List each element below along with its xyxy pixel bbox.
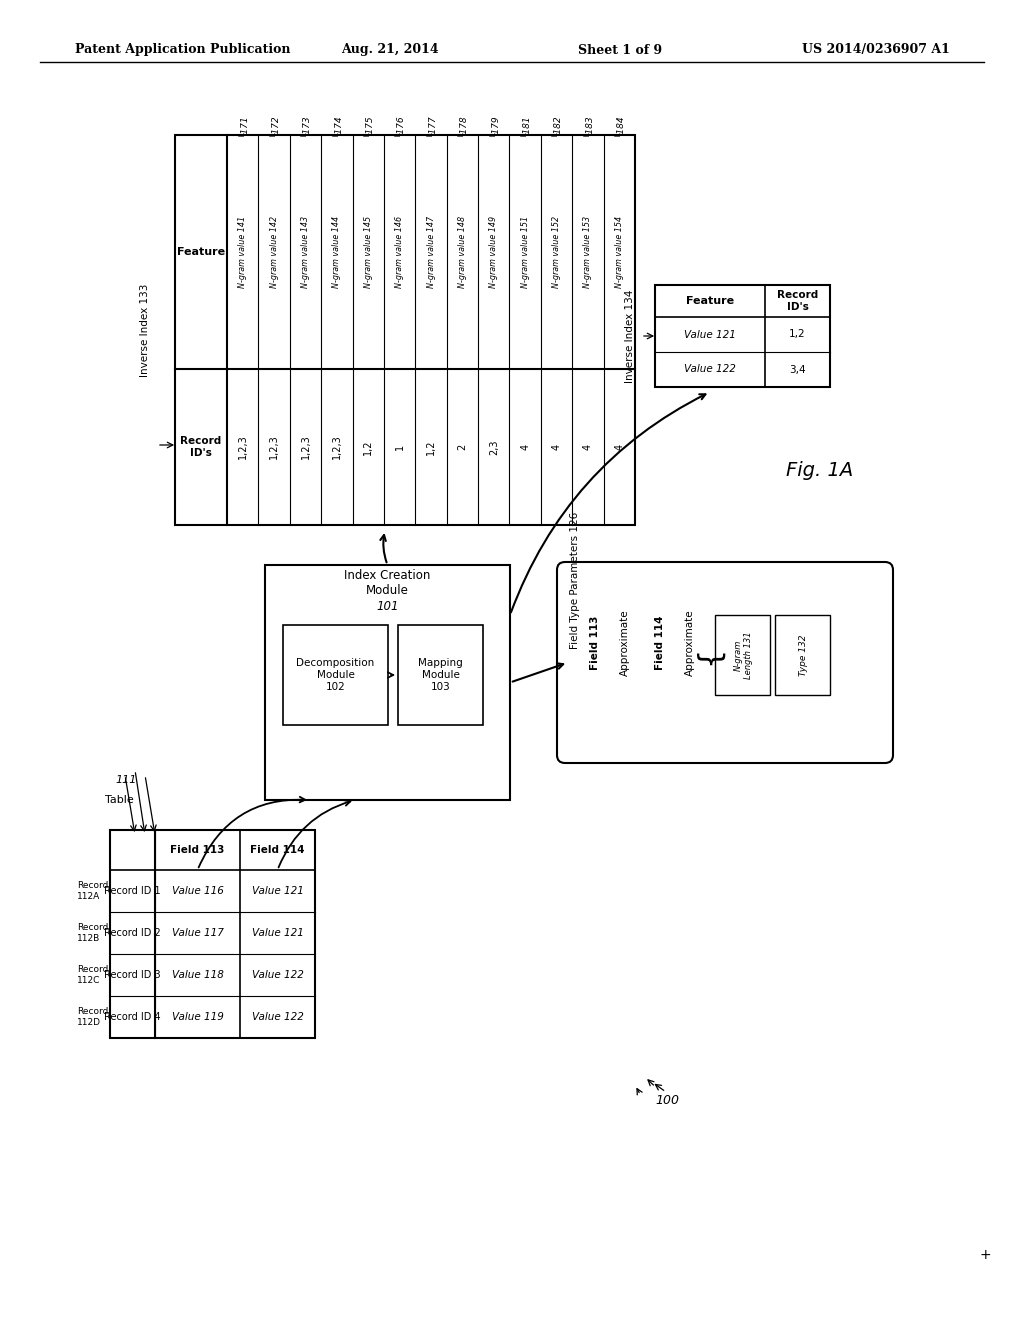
- Bar: [775, 615, 830, 696]
- Text: Field 113: Field 113: [170, 845, 224, 855]
- Text: N-gram value 154: N-gram value 154: [614, 216, 624, 288]
- Text: 1,2,3: 1,2,3: [269, 434, 280, 459]
- Text: 1: 1: [394, 444, 404, 450]
- Text: └175: └175: [364, 114, 373, 136]
- Text: 2: 2: [458, 444, 467, 450]
- Bar: [155, 830, 315, 1038]
- Bar: [265, 565, 510, 800]
- Bar: [175, 135, 635, 525]
- Text: N-gram value 141: N-gram value 141: [239, 216, 247, 288]
- Text: Value 117: Value 117: [172, 928, 223, 939]
- Text: └184: └184: [614, 114, 624, 136]
- Bar: [655, 285, 830, 387]
- Bar: [398, 624, 483, 725]
- Text: Record
ID's: Record ID's: [180, 436, 221, 458]
- Text: 111: 111: [115, 775, 136, 785]
- Text: US 2014/0236907 A1: US 2014/0236907 A1: [802, 44, 950, 57]
- Text: └179: └179: [489, 114, 499, 136]
- Text: Field Type Parameters 126: Field Type Parameters 126: [570, 511, 580, 648]
- Text: 1,2,3: 1,2,3: [300, 434, 310, 459]
- Text: Approximate: Approximate: [620, 610, 630, 676]
- Text: 2,3: 2,3: [488, 440, 499, 455]
- Text: Value 122: Value 122: [252, 1012, 303, 1022]
- FancyBboxPatch shape: [557, 562, 893, 763]
- Text: N-gram value 149: N-gram value 149: [489, 216, 499, 288]
- Text: Field 113: Field 113: [590, 615, 600, 669]
- Text: Record
112C: Record 112C: [77, 965, 109, 985]
- Text: └172: └172: [269, 114, 279, 136]
- Text: 100: 100: [655, 1093, 679, 1106]
- Text: N-gram value 152: N-gram value 152: [552, 216, 561, 288]
- Text: Feature: Feature: [177, 247, 225, 257]
- Text: 1,2,3: 1,2,3: [332, 434, 342, 459]
- Text: 4: 4: [583, 444, 593, 450]
- Text: Fig. 1A: Fig. 1A: [786, 461, 854, 479]
- Bar: [283, 624, 388, 725]
- Text: Record ID 1: Record ID 1: [104, 886, 161, 896]
- Text: 1,2: 1,2: [426, 440, 436, 455]
- Text: └182: └182: [552, 114, 561, 136]
- Text: Inverse Index 134: Inverse Index 134: [625, 289, 635, 383]
- Text: 4: 4: [552, 444, 561, 450]
- Text: └183: └183: [584, 114, 593, 136]
- Bar: [110, 830, 155, 1038]
- Text: Record ID 4: Record ID 4: [104, 1012, 161, 1022]
- Text: └173: └173: [301, 114, 310, 136]
- Text: Value 116: Value 116: [172, 886, 223, 896]
- Text: Record
ID's: Record ID's: [777, 290, 818, 312]
- Text: Value 122: Value 122: [684, 364, 736, 375]
- Text: Field 114: Field 114: [655, 615, 665, 669]
- Text: Value 121: Value 121: [252, 928, 303, 939]
- Text: N-gram value 148: N-gram value 148: [458, 216, 467, 288]
- Text: 3,4: 3,4: [790, 364, 806, 375]
- Text: N-gram value 147: N-gram value 147: [427, 216, 435, 288]
- Text: N-gram value 143: N-gram value 143: [301, 216, 310, 288]
- Text: Record
112A: Record 112A: [77, 882, 109, 900]
- Text: 101: 101: [376, 601, 398, 614]
- Text: 4: 4: [614, 444, 625, 450]
- Text: N-gram value 151: N-gram value 151: [520, 216, 529, 288]
- Text: └177: └177: [427, 114, 435, 136]
- Text: Patent Application Publication: Patent Application Publication: [75, 44, 291, 57]
- Text: Record
112B: Record 112B: [77, 923, 109, 942]
- Text: Table: Table: [105, 795, 134, 805]
- Text: Approximate: Approximate: [685, 610, 695, 676]
- Text: └178: └178: [458, 114, 467, 136]
- Text: {: {: [693, 645, 723, 665]
- Text: Value 121: Value 121: [252, 886, 303, 896]
- Text: N-gram
Length 131: N-gram Length 131: [733, 631, 753, 678]
- Text: N-gram value 153: N-gram value 153: [584, 216, 593, 288]
- Text: └181: └181: [520, 114, 529, 136]
- Text: Field 114: Field 114: [250, 845, 305, 855]
- Text: Mapping
Module
103: Mapping Module 103: [418, 659, 463, 692]
- Text: Value 119: Value 119: [172, 1012, 223, 1022]
- Text: Record ID 3: Record ID 3: [104, 970, 161, 979]
- Text: Inverse Index 133: Inverse Index 133: [140, 284, 150, 376]
- Text: └171: └171: [239, 114, 247, 136]
- Text: +: +: [979, 1247, 991, 1262]
- Text: N-gram value 145: N-gram value 145: [364, 216, 373, 288]
- Text: N-gram value 142: N-gram value 142: [269, 216, 279, 288]
- Text: └174: └174: [333, 114, 341, 136]
- Text: 4: 4: [520, 444, 530, 450]
- Text: 1,2: 1,2: [364, 440, 373, 455]
- Text: 1,2,3: 1,2,3: [238, 434, 248, 459]
- Text: Index Creation
Module: Index Creation Module: [344, 569, 431, 597]
- Text: Feature: Feature: [686, 296, 734, 306]
- Text: Decomposition
Module
102: Decomposition Module 102: [296, 659, 375, 692]
- Bar: [715, 615, 770, 696]
- Text: 1,2: 1,2: [790, 330, 806, 339]
- Text: Value 122: Value 122: [252, 970, 303, 979]
- Text: Value 121: Value 121: [684, 330, 736, 339]
- Text: Type 132: Type 132: [799, 634, 808, 676]
- Text: N-gram value 146: N-gram value 146: [395, 216, 404, 288]
- Text: Record ID 2: Record ID 2: [104, 928, 161, 939]
- Text: Aug. 21, 2014: Aug. 21, 2014: [341, 44, 439, 57]
- Text: Value 118: Value 118: [172, 970, 223, 979]
- Text: Sheet 1 of 9: Sheet 1 of 9: [578, 44, 663, 57]
- Text: N-gram value 144: N-gram value 144: [333, 216, 341, 288]
- Text: Record
112D: Record 112D: [77, 1007, 109, 1027]
- Text: └176: └176: [395, 114, 404, 136]
